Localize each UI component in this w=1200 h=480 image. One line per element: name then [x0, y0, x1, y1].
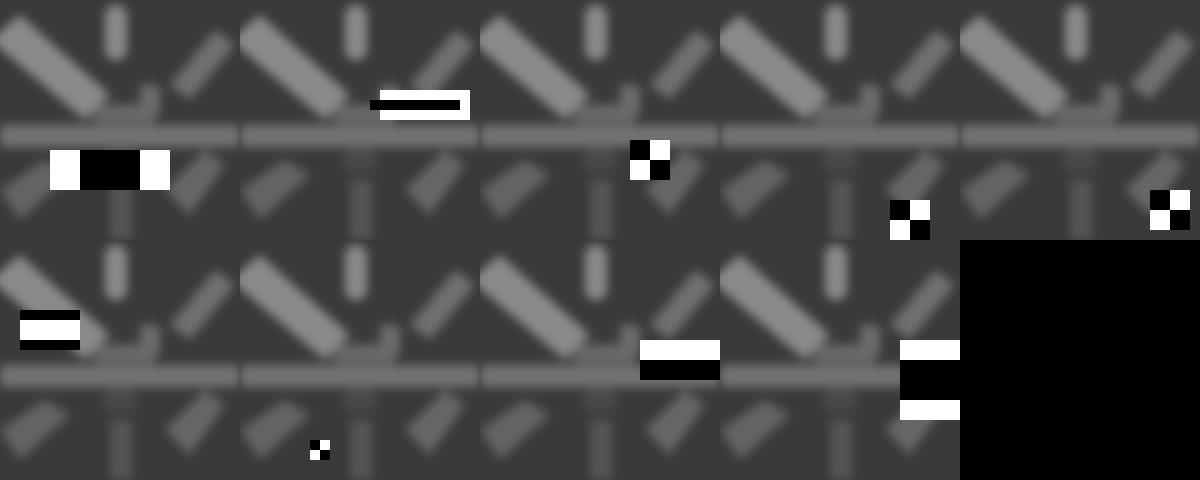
feature-tile-8	[480, 240, 720, 480]
feature-rect-black	[900, 360, 960, 400]
feature-rect-white	[140, 150, 170, 190]
tile-image	[0, 0, 240, 240]
feature-tile-6	[0, 240, 240, 480]
feature-rect-black	[1170, 210, 1190, 230]
feature-rect-white	[320, 440, 330, 450]
tile-image	[480, 0, 720, 240]
feature-rect-white	[650, 140, 670, 160]
feature-tile-7	[240, 240, 480, 480]
feature-rect-black	[320, 450, 330, 460]
feature-rect-black	[20, 340, 80, 350]
tile-image	[0, 240, 240, 480]
feature-rect-white	[900, 340, 960, 360]
feature-tile-1	[0, 0, 240, 240]
feature-rect-white	[900, 400, 960, 420]
feature-tile-2	[240, 0, 480, 240]
feature-rect-white	[310, 450, 320, 460]
feature-rect-white	[1150, 210, 1170, 230]
tile-image	[960, 0, 1200, 240]
tile-image	[480, 240, 720, 480]
feature-rect-white	[1170, 190, 1190, 210]
tile-image	[240, 240, 480, 480]
tile-image	[720, 240, 960, 480]
feature-tile-3	[480, 0, 720, 240]
feature-rect-black	[630, 140, 650, 160]
empty-tile	[960, 240, 1200, 480]
feature-tile-5	[960, 0, 1200, 240]
feature-rect-white	[20, 320, 80, 340]
feature-rect-white	[640, 340, 720, 360]
feature-rect-black	[890, 200, 910, 220]
feature-tile-9	[720, 240, 960, 480]
feature-rect-white	[890, 220, 910, 240]
feature-rect-black	[650, 160, 670, 180]
feature-rect-black	[910, 220, 930, 240]
feature-rect-white	[630, 160, 650, 180]
feature-rect-white	[50, 150, 80, 190]
tile-image	[720, 0, 960, 240]
feature-tile-4	[720, 0, 960, 240]
feature-rect-black	[370, 100, 460, 110]
feature-rect-white	[910, 200, 930, 220]
feature-rect-black	[640, 360, 720, 380]
feature-rect-black	[1150, 190, 1170, 210]
feature-rect-black	[80, 150, 140, 190]
tile-image	[240, 0, 480, 240]
feature-rect-black	[20, 310, 80, 320]
feature-rect-black	[310, 440, 320, 450]
